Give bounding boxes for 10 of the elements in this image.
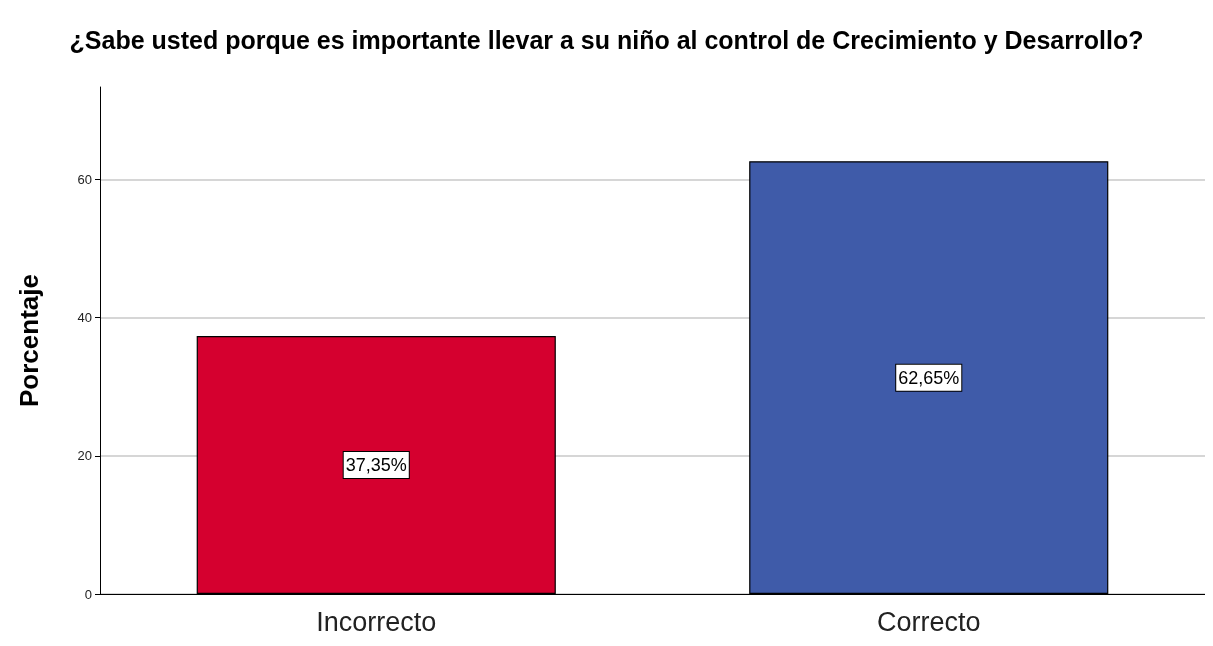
x-tick-label: Correcto <box>876 606 981 637</box>
y-tick-label: 0 <box>84 586 92 602</box>
y-axis-title: Porcentaje <box>14 274 44 407</box>
x-tick-label: Incorrecto <box>316 606 437 637</box>
y-tick-label: 40 <box>77 310 92 326</box>
y-tick-label: 60 <box>77 172 92 188</box>
data-label: 62,65% <box>898 367 960 388</box>
chart-title: ¿Sabe usted porque es importante llevar a su niño al control de Crecimiento y Desarrollo? <box>69 26 1144 54</box>
data-label: 37,35% <box>345 455 407 476</box>
y-tick-label: 20 <box>77 448 92 464</box>
